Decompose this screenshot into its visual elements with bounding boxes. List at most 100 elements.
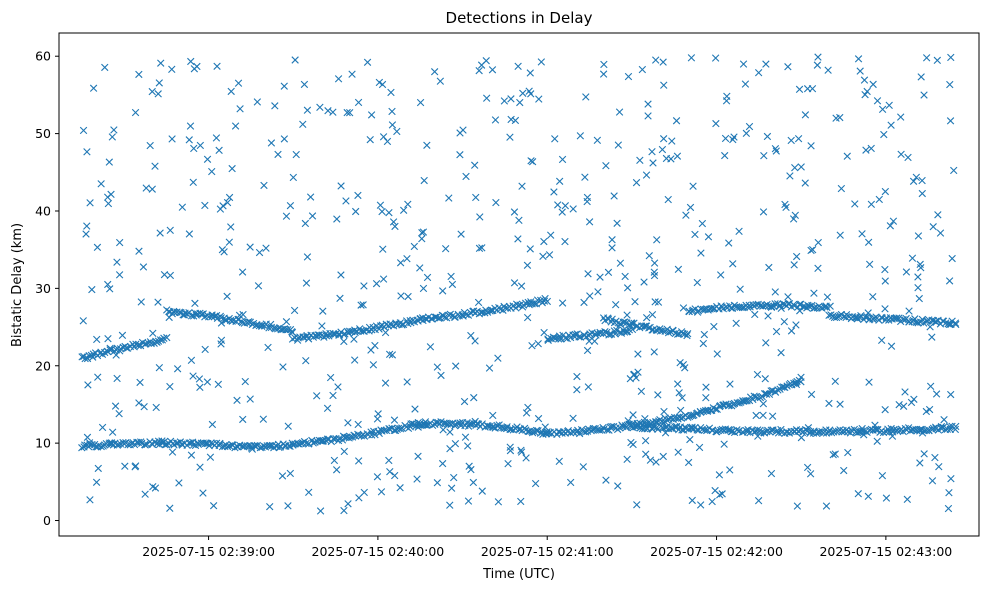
noise-point xyxy=(914,273,922,281)
noise-point xyxy=(274,150,282,159)
noise-point xyxy=(446,501,454,509)
track-point xyxy=(671,422,679,431)
noise-point xyxy=(206,453,215,461)
track-point xyxy=(582,332,591,341)
noise-point xyxy=(286,469,295,478)
noise-point xyxy=(630,370,639,378)
noise-point xyxy=(569,414,577,423)
track-point xyxy=(576,333,585,341)
noise-point xyxy=(383,137,392,146)
noise-point xyxy=(457,230,465,238)
noise-point xyxy=(139,263,148,271)
noise-point xyxy=(151,484,160,492)
track-point xyxy=(258,322,266,331)
track-point xyxy=(827,429,836,437)
noise-point xyxy=(333,215,341,223)
noise-point xyxy=(271,102,279,110)
noise-point xyxy=(760,151,768,160)
noise-point xyxy=(447,484,456,492)
noise-point xyxy=(262,244,270,252)
noise-point xyxy=(478,487,486,495)
noise-point xyxy=(187,451,196,459)
noise-point xyxy=(763,132,772,141)
track-point xyxy=(575,333,583,341)
noise-point xyxy=(284,502,292,510)
track-point xyxy=(952,320,960,329)
track-point xyxy=(524,298,532,307)
noise-point xyxy=(201,201,209,210)
noise-point xyxy=(555,177,564,185)
noise-point xyxy=(390,416,399,424)
noise-point xyxy=(741,80,750,88)
y-tick-label: 10 xyxy=(35,436,51,451)
noise-point xyxy=(641,437,650,445)
noise-point xyxy=(558,208,566,216)
noise-point xyxy=(784,293,792,301)
track-point xyxy=(914,319,922,327)
noise-point xyxy=(695,443,704,452)
noise-point xyxy=(399,206,408,214)
track-point xyxy=(929,424,938,433)
noise-point xyxy=(679,304,688,312)
track-point xyxy=(922,426,931,435)
noise-point xyxy=(354,191,362,200)
noise-point xyxy=(902,268,911,276)
noise-point xyxy=(381,379,390,387)
noise-point xyxy=(391,222,399,231)
noise-point xyxy=(933,56,942,65)
track-point xyxy=(683,331,691,340)
noise-point xyxy=(764,312,772,320)
noise-point xyxy=(865,378,873,386)
noise-point xyxy=(264,343,272,352)
noise-point xyxy=(88,285,96,294)
track-point xyxy=(889,428,897,436)
noise-point xyxy=(517,446,525,454)
track-point xyxy=(540,297,549,305)
track-point xyxy=(881,316,890,324)
noise-point xyxy=(751,310,759,319)
noise-point xyxy=(178,203,187,211)
track-point xyxy=(783,382,791,390)
noise-point xyxy=(794,135,803,143)
noise-point xyxy=(517,282,526,290)
noise-point xyxy=(196,383,204,392)
noise-point xyxy=(723,92,731,100)
noise-point xyxy=(586,292,594,300)
noise-point xyxy=(303,253,312,261)
noise-point xyxy=(519,89,527,97)
noise-point xyxy=(474,298,483,307)
track-point xyxy=(486,307,494,315)
noise-point xyxy=(895,400,903,409)
track-point xyxy=(871,425,880,434)
noise-point xyxy=(726,466,734,474)
noise-point xyxy=(558,299,567,307)
track-point xyxy=(640,322,648,331)
noise-point xyxy=(290,306,299,315)
track-point xyxy=(122,344,131,352)
track-point xyxy=(557,335,565,343)
noise-point xyxy=(634,350,642,358)
scatter-markers xyxy=(78,53,960,515)
noise-point xyxy=(881,305,889,313)
noise-point xyxy=(583,197,591,206)
noise-point xyxy=(452,362,460,370)
noise-point xyxy=(437,371,445,380)
noise-point xyxy=(660,407,668,416)
noise-point xyxy=(645,252,653,260)
noise-point xyxy=(602,162,610,170)
track-point xyxy=(267,323,276,332)
track-point xyxy=(952,422,960,431)
noise-point xyxy=(864,492,873,501)
noise-point xyxy=(387,88,395,97)
noise-point xyxy=(608,244,616,252)
noise-point xyxy=(334,383,342,391)
noise-point xyxy=(729,260,737,268)
noise-point xyxy=(308,212,317,220)
track-point xyxy=(293,336,302,344)
noise-point xyxy=(787,136,795,145)
noise-point xyxy=(131,108,140,117)
y-tick-label: 50 xyxy=(35,126,51,141)
track-point xyxy=(754,394,762,402)
noise-point xyxy=(423,141,431,149)
